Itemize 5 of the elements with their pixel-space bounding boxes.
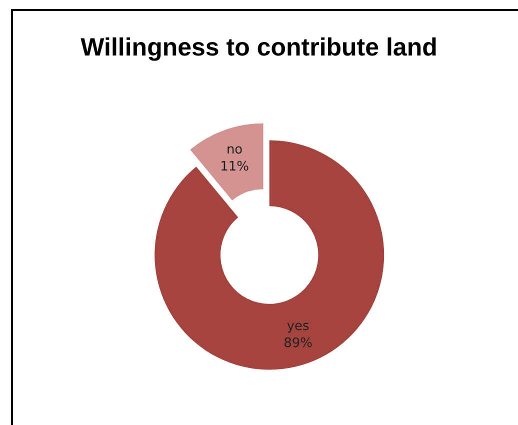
data-label: 11% (220, 159, 249, 174)
slice-label: no (226, 142, 243, 158)
slice-label: yes (286, 318, 310, 334)
data-label: 89% (284, 336, 313, 351)
chart-title: Willingness to contribute land (80, 34, 438, 62)
